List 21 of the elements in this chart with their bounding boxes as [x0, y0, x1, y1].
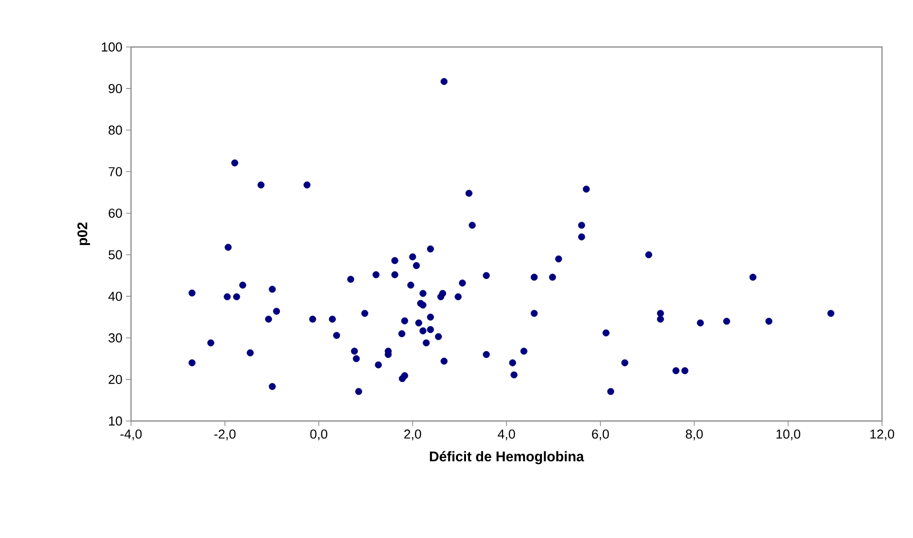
x-tick-label: 8,0 [686, 430, 703, 440]
x-tick-label: 6,0 [592, 430, 609, 440]
y-tick-label: 80 [108, 126, 122, 135]
x-tick-label: 10,0 [776, 430, 800, 440]
x-tick-label: -2,0 [214, 430, 236, 440]
y-tick-label: 60 [108, 208, 122, 218]
x-tick-label: 2,0 [404, 430, 422, 440]
y-tick-label: 20 [108, 374, 122, 384]
x-tick-label: 12,0 [870, 430, 894, 440]
y-tick-label: 40 [108, 292, 122, 301]
x-axis-title: Déficit de Hemoglobina [430, 451, 584, 464]
y-tick-label: 70 [108, 167, 122, 176]
y-axis-title: p02 [77, 222, 90, 246]
y-tick-label: 10 [109, 416, 122, 426]
x-tick-label: -4,0 [120, 430, 142, 440]
y-tick-label: 100 [102, 42, 122, 52]
y-tick-label: 90 [108, 84, 122, 94]
y-tick-label: 50 [108, 250, 122, 260]
y-tick-label: 30 [108, 333, 122, 342]
x-tick-label: 4,0 [498, 430, 516, 440]
x-tick-label: 0,0 [310, 430, 328, 440]
